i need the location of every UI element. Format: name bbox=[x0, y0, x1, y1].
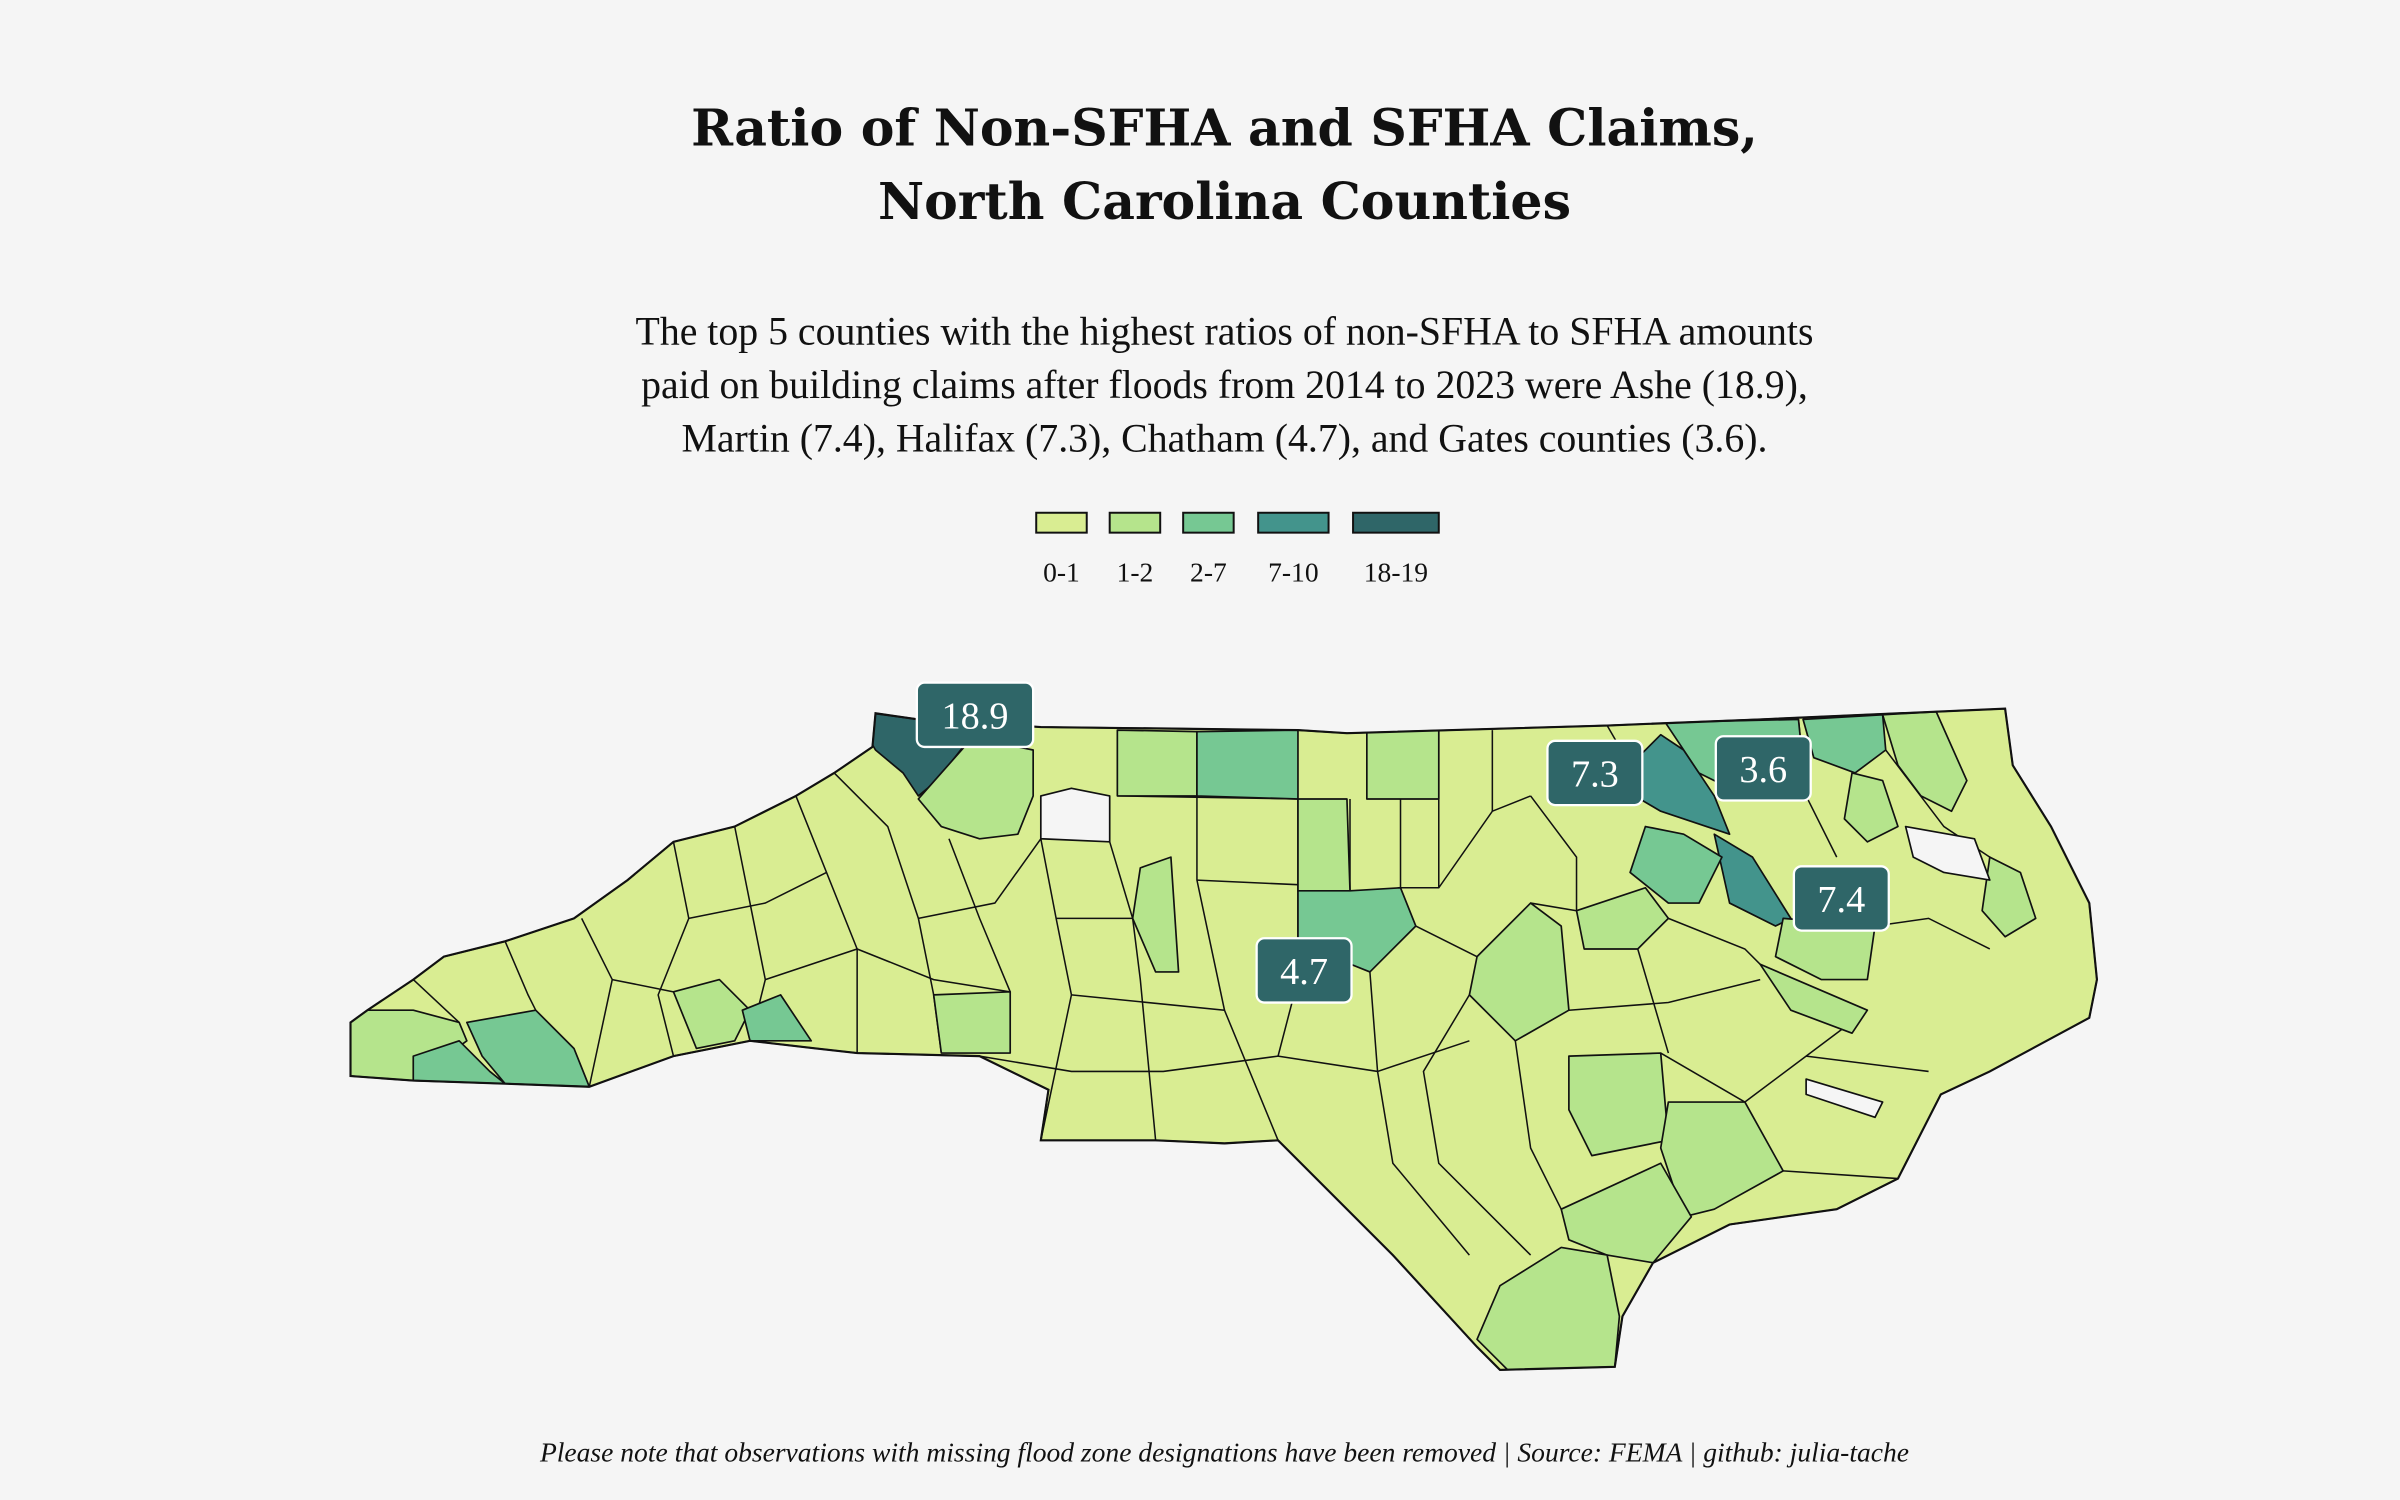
county-shape bbox=[1131, 856, 1180, 973]
county-boundary bbox=[765, 948, 1011, 993]
legend-label: 18-19 bbox=[1364, 557, 1428, 588]
county-boundary bbox=[1660, 1052, 1746, 1103]
legend-swatch-0-1 bbox=[1035, 511, 1088, 534]
county-boundary bbox=[1783, 1170, 1899, 1180]
county-shape bbox=[1659, 1101, 1785, 1218]
no-data-area bbox=[1904, 825, 1991, 881]
county-shape bbox=[741, 994, 813, 1042]
legend-swatch-7-10 bbox=[1257, 511, 1330, 534]
label-box-chatham bbox=[1255, 937, 1353, 1004]
county-boundary bbox=[795, 795, 858, 1054]
no-data-area bbox=[1805, 1078, 1884, 1119]
county-boundary bbox=[1668, 917, 1761, 965]
subtitle-line-2: paid on building claims after floods fro… bbox=[641, 363, 1808, 407]
county-boundary bbox=[1568, 978, 1761, 1011]
county-boundary bbox=[1422, 994, 1532, 1256]
legend-label: 7-10 bbox=[1268, 557, 1319, 588]
county-boundary bbox=[1196, 795, 1226, 1011]
county-boundary bbox=[580, 918, 614, 1087]
label-value-gates: 3.6 bbox=[1739, 749, 1787, 791]
label-box-gates bbox=[1714, 735, 1812, 802]
legend-swatch-18-19 bbox=[1352, 511, 1440, 534]
label-box-halifax bbox=[1546, 739, 1644, 807]
legend-label: 1-2 bbox=[1117, 557, 1154, 588]
county-shape bbox=[1116, 729, 1198, 797]
state-outline bbox=[349, 707, 2099, 1371]
county-boundary bbox=[612, 978, 674, 993]
county-shape bbox=[672, 978, 751, 1050]
county-boundary bbox=[979, 1055, 1279, 1073]
label-value-ashe: 18.9 bbox=[942, 696, 1009, 738]
county-boundary bbox=[1514, 1040, 1562, 1210]
legend: 0-1 1-2 2-7 7-10 18-19 bbox=[1035, 511, 1440, 588]
county-shape bbox=[1196, 729, 1299, 800]
county-shape bbox=[1843, 772, 1899, 843]
subtitle-line-1: The top 5 counties with the highest rati… bbox=[636, 309, 1814, 353]
county-shape bbox=[932, 990, 1012, 1054]
county-boundary bbox=[918, 838, 1042, 920]
county-shape bbox=[917, 744, 1035, 840]
county-boundary bbox=[1637, 948, 1670, 1054]
title-line-1: Ratio of Non-SFHA and SFHA Claims, bbox=[691, 98, 1758, 157]
county-boundary bbox=[1415, 925, 1478, 958]
county-boundary bbox=[1277, 1040, 1470, 1073]
value-labels: 18.9 7.3 3.6 7.4 4.7 bbox=[915, 681, 1890, 1004]
county-boundary bbox=[688, 871, 827, 920]
legend-label: 2-7 bbox=[1190, 557, 1227, 588]
county-boundary bbox=[504, 941, 537, 1011]
county-shape bbox=[1575, 886, 1670, 950]
label-value-halifax: 7.3 bbox=[1571, 754, 1619, 796]
label-value-chatham: 4.7 bbox=[1280, 951, 1328, 993]
county-shape bbox=[1629, 733, 1731, 836]
label-box-ashe bbox=[915, 681, 1035, 749]
county-shape bbox=[1759, 963, 1869, 1035]
no-data-area bbox=[1039, 787, 1111, 843]
county-shape bbox=[1468, 902, 1570, 1042]
county-shape bbox=[1629, 825, 1723, 904]
county-boundary bbox=[1530, 795, 1578, 911]
county-shape bbox=[1981, 856, 2037, 938]
legend-swatch-2-7 bbox=[1182, 511, 1235, 534]
legend-swatch-1-2 bbox=[1108, 511, 1162, 534]
county-boundary bbox=[1196, 879, 1298, 886]
county-boundary bbox=[657, 841, 690, 1057]
county-boundary bbox=[1874, 917, 1991, 950]
subtitle-line-3: Martin (7.4), Halifax (7.3), Chatham (4.… bbox=[682, 417, 1768, 461]
county-shape bbox=[1297, 798, 1351, 892]
county-boundary bbox=[1806, 1055, 1929, 1073]
footer-note: Please note that observations with missi… bbox=[539, 1437, 1909, 1468]
nc-county-map bbox=[349, 707, 2099, 1371]
title-line-2: North Carolina Counties bbox=[878, 172, 1571, 231]
county-boundary bbox=[1369, 971, 1470, 1256]
label-value-martin: 7.4 bbox=[1817, 879, 1865, 921]
county-shape bbox=[412, 1039, 506, 1085]
county-boundary bbox=[1530, 902, 1577, 912]
legend-label: 0-1 bbox=[1043, 557, 1080, 588]
label-box-martin bbox=[1792, 865, 1890, 932]
county-boundary bbox=[412, 979, 460, 1024]
county-shape bbox=[1365, 729, 1440, 800]
county-shape bbox=[1568, 1052, 1670, 1157]
county-boundary bbox=[1400, 795, 1531, 889]
county-boundary bbox=[1108, 841, 1157, 1141]
county-boundary bbox=[1040, 838, 1073, 1141]
